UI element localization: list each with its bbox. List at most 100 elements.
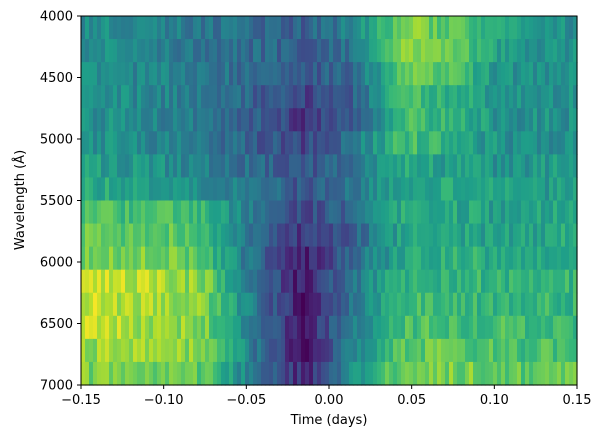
heatmap-cell: [561, 154, 566, 179]
heatmap-cell: [245, 200, 250, 225]
heatmap-cell: [205, 39, 210, 63]
heatmap-cell: [377, 269, 382, 294]
heatmap-cell: [193, 246, 198, 271]
heatmap-cell: [541, 39, 546, 63]
heatmap-cell: [165, 315, 170, 340]
heatmap-cell: [473, 246, 478, 271]
heatmap-cell: [445, 39, 450, 63]
heatmap-cell: [385, 16, 390, 40]
heatmap-cell: [217, 223, 222, 248]
heatmap-cell: [357, 200, 362, 225]
heatmap-cell: [405, 177, 410, 202]
heatmap-cell: [297, 246, 302, 271]
heatmap-cell: [537, 39, 542, 63]
heatmap-cell: [245, 292, 250, 317]
heatmap-cell: [337, 292, 342, 317]
heatmap-cell: [533, 154, 538, 179]
heatmap-cell: [141, 223, 146, 248]
heatmap-cell: [389, 315, 394, 340]
heatmap-cell: [533, 200, 538, 225]
heatmap-cell: [145, 62, 150, 86]
heatmap-cell: [561, 246, 566, 271]
heatmap-cell: [365, 223, 370, 248]
heatmap-cell: [353, 246, 358, 271]
heatmap-cell: [377, 85, 382, 109]
heatmap-cell: [321, 269, 326, 294]
heatmap-cell: [313, 223, 318, 248]
heatmap-cell: [297, 131, 302, 155]
heatmap-cell: [217, 177, 222, 202]
heatmap-cell: [509, 131, 514, 155]
heatmap-cell: [377, 292, 382, 317]
heatmap-cell: [501, 246, 506, 271]
heatmap-cell: [349, 246, 354, 271]
heatmap-cells: [81, 16, 578, 386]
heatmap-cell: [365, 269, 370, 294]
heatmap-cell: [125, 131, 130, 155]
heatmap-cell: [513, 108, 518, 132]
heatmap-cell: [293, 16, 298, 40]
heatmap-cell: [505, 85, 510, 109]
heatmap-cell: [189, 39, 194, 63]
heatmap-cell: [361, 108, 366, 132]
heatmap-cell: [361, 223, 366, 248]
heatmap-cell: [313, 338, 318, 363]
heatmap-cell: [357, 85, 362, 109]
heatmap-cell: [417, 16, 422, 40]
heatmap-cell: [409, 39, 414, 63]
heatmap-cell: [369, 154, 374, 179]
heatmap-cell: [85, 131, 90, 155]
heatmap-cell: [141, 177, 146, 202]
heatmap-cell: [177, 62, 182, 86]
heatmap-cell: [289, 85, 294, 109]
x-axis: −0.15 −0.10 −0.05 0.00 0.05 0.10 0.15: [61, 385, 591, 408]
heatmap-cell: [569, 200, 574, 225]
heatmap-cell: [397, 39, 402, 63]
heatmap-cell: [237, 361, 242, 386]
heatmap-cell: [101, 16, 106, 40]
heatmap-cell: [405, 39, 410, 63]
heatmap-cell: [501, 269, 506, 294]
heatmap-cell: [109, 16, 114, 40]
heatmap-cell: [301, 246, 306, 271]
heatmap-cell: [417, 315, 422, 340]
heatmap-cell: [165, 177, 170, 202]
heatmap-cell: [121, 16, 126, 40]
heatmap-cell: [117, 223, 122, 248]
heatmap-cell: [89, 292, 94, 317]
heatmap-cell: [221, 108, 226, 132]
heatmap-cell: [473, 39, 478, 63]
heatmap-cell: [301, 16, 306, 40]
heatmap-cell: [433, 315, 438, 340]
heatmap-cell: [529, 338, 534, 363]
heatmap-cell: [517, 16, 522, 40]
heatmap-cell: [253, 177, 258, 202]
heatmap-cell: [125, 338, 130, 363]
heatmap-cell: [397, 62, 402, 86]
heatmap-cell: [425, 246, 430, 271]
heatmap-cell: [289, 154, 294, 179]
heatmap-cell: [425, 62, 430, 86]
heatmap-cell: [437, 223, 442, 248]
heatmap-cell: [477, 108, 482, 132]
heatmap-cell: [289, 131, 294, 155]
heatmap-cell: [269, 246, 274, 271]
heatmap-cell: [237, 131, 242, 155]
heatmap-cell: [101, 177, 106, 202]
heatmap-cell: [189, 338, 194, 363]
heatmap-cell: [465, 269, 470, 294]
heatmap-cell: [209, 177, 214, 202]
heatmap-cell: [93, 85, 98, 109]
heatmap-cell: [393, 361, 398, 386]
heatmap-cell: [465, 177, 470, 202]
heatmap-cell: [305, 85, 310, 109]
heatmap-cell: [217, 292, 222, 317]
heatmap-cell: [541, 223, 546, 248]
heatmap-cell: [89, 85, 94, 109]
heatmap-cell: [509, 315, 514, 340]
heatmap-cell: [309, 361, 314, 386]
heatmap-cell: [493, 292, 498, 317]
heatmap-cell: [177, 361, 182, 386]
heatmap-cell: [505, 338, 510, 363]
heatmap-cell: [161, 292, 166, 317]
